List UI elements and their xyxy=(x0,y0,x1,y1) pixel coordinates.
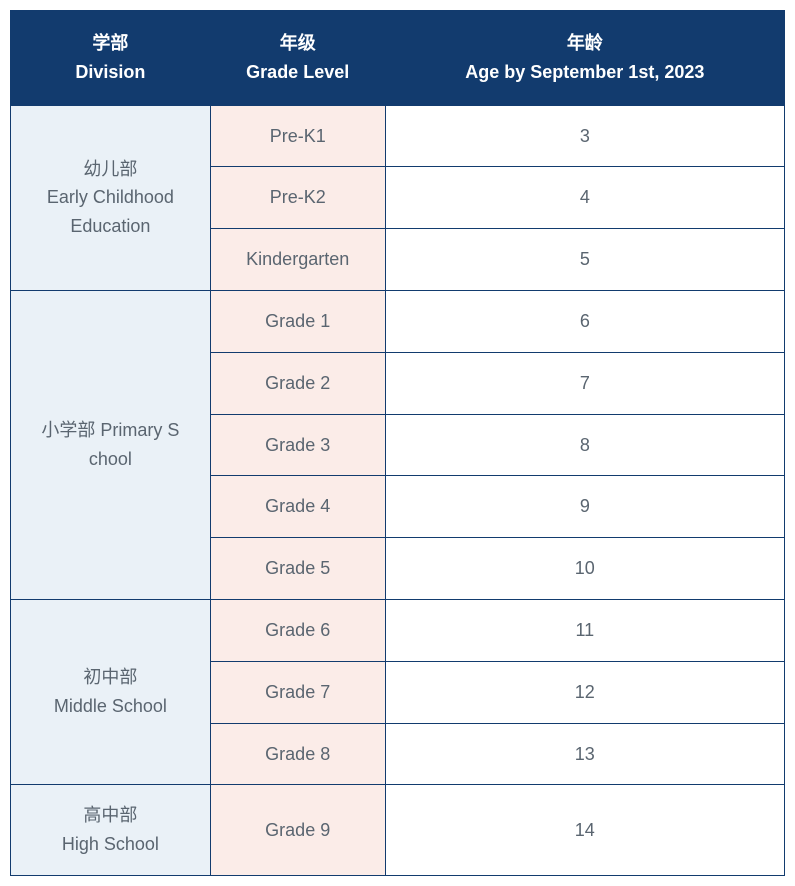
division-cell-ece: 幼儿部 Early Childhood Education xyxy=(11,105,211,290)
grade-cell: Pre-K1 xyxy=(210,105,385,167)
division-cell-primary: 小学部 Primary S chool xyxy=(11,290,211,599)
division-cn: 高中部 xyxy=(83,805,137,825)
division-en: Middle School xyxy=(54,696,167,716)
age-cell: 7 xyxy=(385,352,784,414)
age-cell: 9 xyxy=(385,476,784,538)
header-age-en: Age by September 1st, 2023 xyxy=(465,62,704,82)
division-cn: 幼儿部 xyxy=(83,159,137,179)
grade-cell: Grade 9 xyxy=(210,785,385,876)
age-cell: 13 xyxy=(385,723,784,785)
division-en: Early Childhood Education xyxy=(47,187,174,236)
age-cell: 11 xyxy=(385,599,784,661)
age-cell: 8 xyxy=(385,414,784,476)
age-cell: 3 xyxy=(385,105,784,167)
age-cell: 6 xyxy=(385,290,784,352)
grade-cell: Grade 5 xyxy=(210,538,385,600)
division-en-suffix: chool xyxy=(89,449,132,469)
grade-cell: Grade 3 xyxy=(210,414,385,476)
table-row: 初中部 Middle School Grade 6 11 xyxy=(11,599,785,661)
grade-cell: Grade 8 xyxy=(210,723,385,785)
table-row: 小学部 Primary School Grade 1 6 xyxy=(11,290,785,352)
grade-cell: Grade 1 xyxy=(210,290,385,352)
division-en: High School xyxy=(62,834,159,854)
header-age-cn: 年龄 xyxy=(567,33,603,53)
header-division-en: Division xyxy=(75,62,145,82)
grade-cell: Grade 4 xyxy=(210,476,385,538)
division-cn: 小学部 xyxy=(41,420,95,440)
header-age: 年龄 Age by September 1st, 2023 xyxy=(385,11,784,106)
age-cell: 12 xyxy=(385,661,784,723)
table-header-row: 学部 Division 年级 Grade Level 年龄 Age by Sep… xyxy=(11,11,785,106)
grade-cell: Pre-K2 xyxy=(210,167,385,229)
table-body: 幼儿部 Early Childhood Education Pre-K1 3 P… xyxy=(11,105,785,875)
age-cell: 14 xyxy=(385,785,784,876)
division-cn: 初中部 xyxy=(83,667,137,687)
grade-cell: Grade 7 xyxy=(210,661,385,723)
age-cell: 5 xyxy=(385,229,784,291)
header-grade-en: Grade Level xyxy=(246,62,349,82)
header-division-cn: 学部 xyxy=(92,33,128,53)
header-grade: 年级 Grade Level xyxy=(210,11,385,106)
age-cell: 4 xyxy=(385,167,784,229)
table-row: 幼儿部 Early Childhood Education Pre-K1 3 xyxy=(11,105,785,167)
table-row: 高中部 High School Grade 9 14 xyxy=(11,785,785,876)
division-cell-middle: 初中部 Middle School xyxy=(11,599,211,784)
age-cell: 10 xyxy=(385,538,784,600)
division-en-prefix: Primary S xyxy=(100,420,179,440)
grade-age-table: 学部 Division 年级 Grade Level 年龄 Age by Sep… xyxy=(10,10,785,876)
grade-cell: Kindergarten xyxy=(210,229,385,291)
grade-cell: Grade 6 xyxy=(210,599,385,661)
grade-age-table-container: 学部 Division 年级 Grade Level 年龄 Age by Sep… xyxy=(10,10,785,876)
header-grade-cn: 年级 xyxy=(280,33,316,53)
division-cell-high: 高中部 High School xyxy=(11,785,211,876)
header-division: 学部 Division xyxy=(11,11,211,106)
grade-cell: Grade 2 xyxy=(210,352,385,414)
